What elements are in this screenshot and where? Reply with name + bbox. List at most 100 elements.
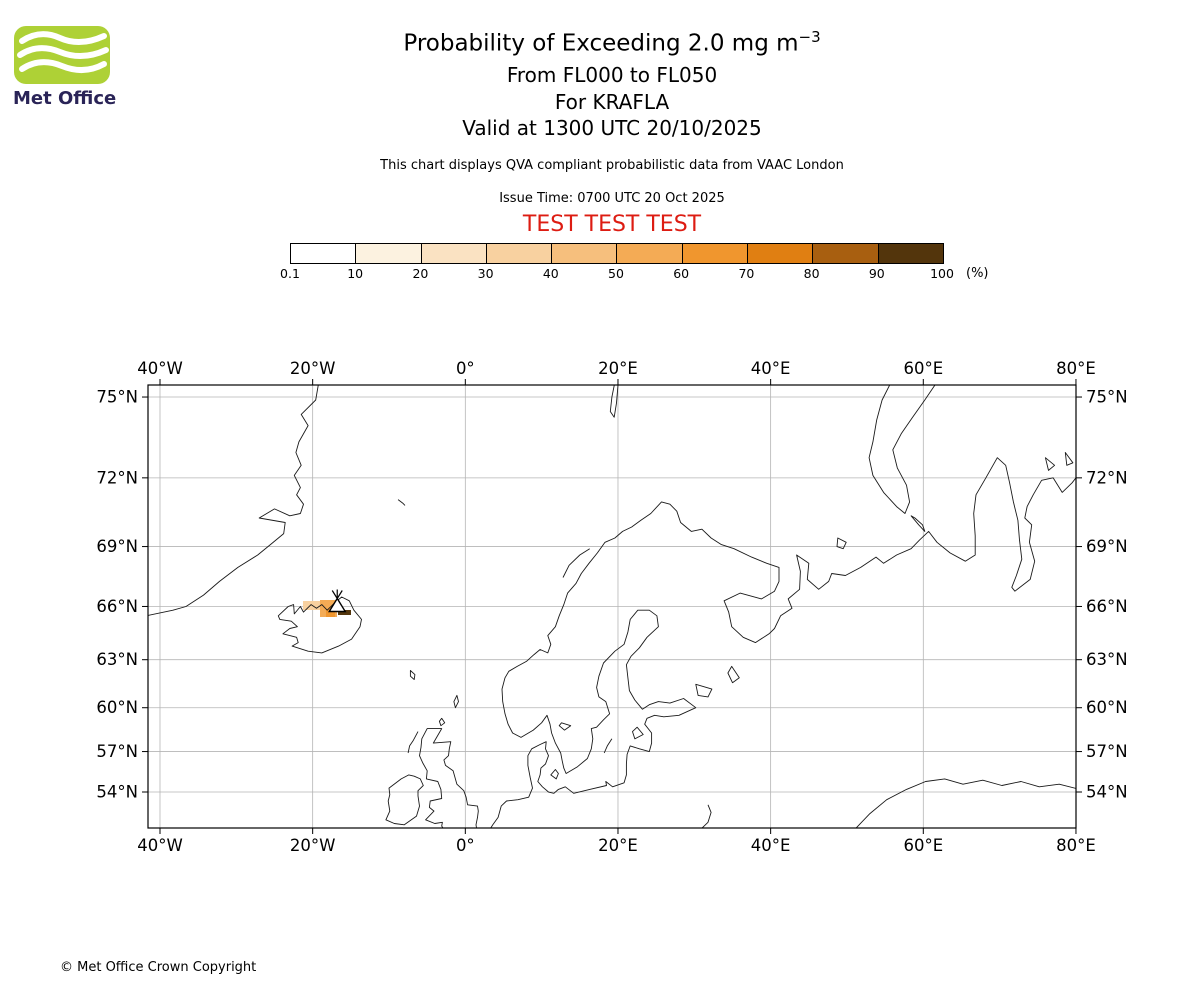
colorbar-tick-label: 50 (608, 266, 624, 281)
lat-label-left: 72°N (96, 468, 138, 487)
coastline-greenland (148, 385, 319, 616)
lat-label-left: 54°N (96, 783, 138, 802)
coastline-lake-vanern (558, 722, 572, 731)
colorbar-tick-label: 90 (868, 266, 885, 281)
coastline-gotland (603, 738, 613, 754)
lon-label-top: 20°W (290, 359, 336, 378)
colorbar-segment (356, 244, 422, 263)
coastline-kara-islands-2 (1064, 452, 1074, 466)
colorbar-tick-label: 30 (477, 266, 494, 281)
colorbar-segment (682, 244, 749, 263)
subtitle-valid-time: Valid at 1300 UTC 20/10/2025 (462, 116, 762, 140)
coastline-zealand (550, 769, 559, 780)
lat-label-right: 72°N (1086, 468, 1128, 487)
colorbar (290, 243, 944, 264)
lon-label-top: 60°E (903, 359, 943, 378)
coastline-faroe-islands (409, 670, 416, 680)
coastline-shetland (453, 694, 459, 709)
colorbar-segment (878, 244, 943, 263)
colorbar-tick-label: 80 (803, 266, 820, 281)
colorbar-segment (748, 244, 814, 263)
issue-time: Issue Time: 0700 UTC 20 Oct 2025 (499, 191, 725, 206)
volcano-plume-icon (331, 590, 338, 599)
colorbar-tick-label: 0.1 (280, 266, 300, 281)
lon-label-top: 20°E (598, 359, 638, 378)
coastline-kara-islands-1 (1044, 457, 1056, 471)
lat-label-left: 63°N (96, 650, 138, 669)
lon-label-bottom: 60°E (903, 836, 943, 855)
lon-label-bottom: 20°E (598, 836, 638, 855)
test-banner: TEST TEST TEST (522, 212, 702, 237)
colorbar-tick-label: 10 (347, 266, 364, 281)
lat-label-right: 60°N (1086, 698, 1128, 717)
title-superscript: −3 (798, 28, 821, 46)
lon-label-bottom: 40°W (137, 836, 183, 855)
map-content (148, 385, 1076, 828)
lon-label-top: 80°E (1056, 359, 1096, 378)
coastline-saaremaa (632, 726, 644, 740)
logo-wordmark: Met Office (13, 88, 117, 109)
coastline-great-britain (419, 728, 479, 828)
lat-label-right: 63°N (1086, 650, 1128, 669)
map: 40°W 40°W 20°W 20°W 0° 0° 20°E 20°E 40°E 40°E 60°E… (96, 359, 1128, 855)
coastline-iceland (277, 596, 362, 654)
colorbar-unit-label: (%) (966, 266, 989, 281)
lat-label-left: 75°N (96, 388, 138, 407)
lon-label-top: 0° (456, 359, 475, 378)
met-office-logo (14, 26, 110, 84)
colorbar-segment (617, 244, 683, 263)
coastline-lofoten (562, 548, 590, 578)
volcano-icon (327, 597, 347, 613)
lat-label-left: 57°N (96, 742, 138, 761)
coastline-kolguyev (836, 537, 847, 550)
coastline-river-lines-south (701, 804, 712, 828)
coastline-novaya-zemlya (868, 385, 936, 514)
logo-wave-icon (19, 59, 107, 73)
colorbar-segment (421, 244, 487, 263)
lat-label-left: 69°N (96, 537, 138, 556)
lon-label-bottom: 20°W (290, 836, 336, 855)
lat-label-right: 54°N (1086, 783, 1128, 802)
lat-label-left: 66°N (96, 597, 138, 616)
coastline-continental-europe-scandinavia (490, 457, 1076, 828)
lon-label-bottom: 0° (456, 836, 475, 855)
qva-note: This chart displays QVA compliant probab… (380, 158, 844, 173)
subtitle-volcano: For KRAFLA (554, 90, 670, 114)
colorbar-tick-label: 20 (412, 266, 429, 281)
coastline-lake-onega (727, 665, 740, 684)
lat-label-right: 75°N (1086, 388, 1128, 407)
lat-label-left: 60°N (96, 698, 138, 717)
coastline-lake-ladoga (695, 683, 713, 698)
colorbar-segment (552, 244, 618, 263)
colorbar-segment (486, 244, 553, 263)
title-text: Probability of Exceeding 2.0 mg m (403, 30, 799, 57)
coastline-river-lines-southeast (855, 778, 1076, 828)
colorbar-segment (291, 244, 357, 263)
probability-cell (326, 609, 335, 617)
logo-wave-icon (17, 45, 109, 59)
lat-label-right: 57°N (1086, 742, 1128, 761)
copyright-notice: © Met Office Crown Copyright (60, 960, 257, 975)
probability-cell (338, 610, 351, 615)
lat-label-right: 69°N (1086, 537, 1128, 556)
lon-label-top: 40°W (137, 359, 183, 378)
coastline-bear-island (609, 385, 619, 418)
colorbar-segment (813, 244, 879, 263)
coastline-orkney (438, 717, 446, 727)
lon-label-top: 40°E (751, 359, 791, 378)
colorbar-tick-label: 40 (542, 266, 559, 281)
coastline-hebrides (407, 731, 419, 754)
coastline-ireland (385, 774, 424, 826)
page-title: Probability of Exceeding 2.0 mg m−3 (24, 28, 1200, 57)
colorbar-tick-label: 60 (673, 266, 690, 281)
colorbar-tick-label: 70 (738, 266, 755, 281)
coastline-vaygach (910, 515, 926, 532)
volcano-plume-icon (336, 590, 343, 599)
subtitle-flight-levels: From FL000 to FL050 (506, 63, 718, 87)
logo-wave-icon (19, 31, 107, 45)
coastline-jan-mayen (397, 499, 406, 506)
lat-label-right: 66°N (1086, 597, 1128, 616)
lon-label-bottom: 40°E (751, 836, 791, 855)
colorbar-tick-label: 100 (930, 266, 954, 281)
